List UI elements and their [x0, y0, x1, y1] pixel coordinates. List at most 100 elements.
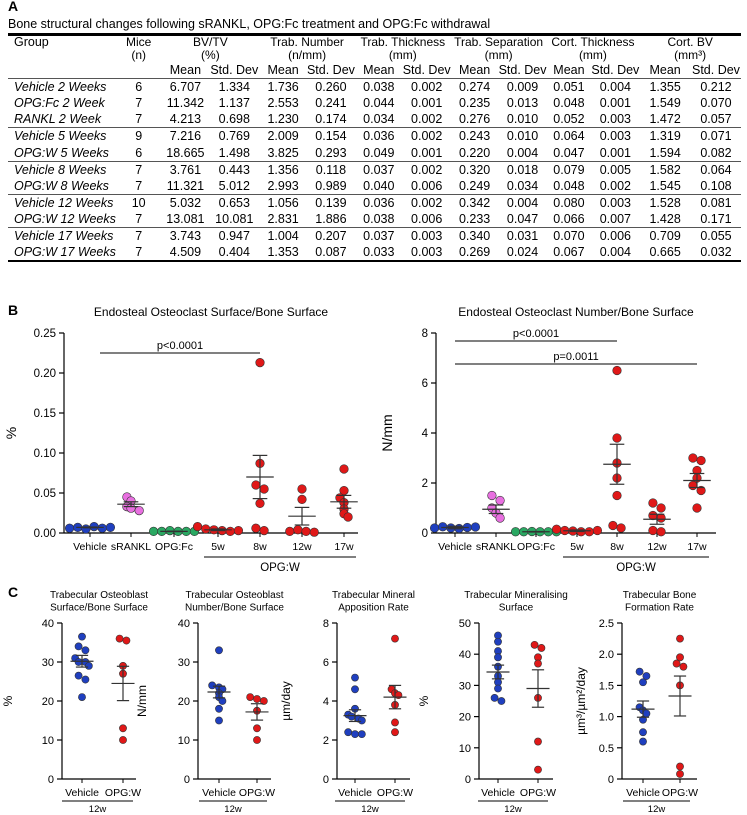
data-point [534, 765, 542, 774]
table-cell: 3.825 [267, 145, 299, 160]
data-point [192, 521, 203, 532]
y-tick-label: 0.20 [34, 368, 56, 380]
table-cell: 0.024 [498, 244, 547, 263]
y-tick-label: 6 [422, 378, 428, 390]
table-cell-group: RANKL 2 Week [14, 112, 102, 127]
data-point [105, 522, 116, 533]
x-tick-label: OPG:W [239, 787, 275, 799]
y-tick-label: 0.25 [34, 328, 56, 340]
data-point [692, 503, 702, 513]
data-point [612, 433, 622, 443]
table-cell: 0.040 [363, 178, 395, 193]
table-cell: 3.743 [161, 226, 210, 245]
x-tick-label: OPG:Fc [155, 541, 193, 553]
y-tick-label: 0.10 [34, 448, 56, 460]
table-cell: 0.003 [402, 226, 451, 245]
data-point [119, 724, 127, 733]
table-cell: 0.006 [411, 211, 443, 226]
y-tick-label: 20 [459, 712, 471, 724]
data-point [551, 524, 562, 534]
chart-title: Endosteal Osteoclast Number/Bone Surface [458, 305, 694, 319]
table-row: OPG:W 17 Weeks 7 4.509 0.404 1.353 0.087 0.033… [8, 244, 741, 263]
table-cell: 11.342 [166, 96, 205, 111]
table-cell: 10.081 [215, 211, 254, 226]
table-subheader-row: Mean Std. Dev Mean Std. Dev Mean Std. Dev M… [8, 62, 741, 79]
x-tick-label: 12w [292, 541, 312, 553]
table-cell: 0.002 [402, 193, 451, 211]
y-axis-label: % [1, 695, 15, 706]
chart-title: Formation Rate [625, 603, 694, 614]
x-tick-label: 8w [253, 541, 267, 553]
y-tick-label: 40 [178, 618, 190, 630]
group-label: 12w [89, 804, 107, 815]
data-point [672, 659, 681, 668]
table-cell: 0.057 [700, 112, 732, 127]
x-tick-label: Vehicle [65, 787, 99, 799]
data-point [115, 634, 124, 643]
y-tick-label: 0 [48, 774, 54, 786]
table-cell: 0.340 [450, 226, 499, 245]
group-label: 12w [648, 804, 666, 815]
data-point [148, 526, 159, 537]
y-tick-label: 0 [465, 774, 471, 786]
header-group: Group [8, 33, 116, 62]
table-cell: 1.428 [649, 211, 681, 226]
data-point [78, 632, 86, 641]
table-cell: 0.260 [306, 78, 355, 96]
data-point [251, 480, 261, 490]
table-cell-group: OPG:Fc 2 Week [14, 96, 105, 111]
data-point [253, 736, 261, 744]
group-label: OPG:W [616, 562, 656, 574]
data-point [656, 527, 666, 537]
data-point [255, 498, 265, 509]
data-point [215, 646, 223, 655]
sub-sd: Std. Dev [591, 63, 640, 78]
chart-title: Trabecular Osteoblast [50, 590, 148, 601]
data-point [246, 693, 255, 701]
y-tick-label: 30 [178, 657, 190, 669]
data-point [351, 730, 359, 739]
table-cell: 0.044 [363, 96, 395, 111]
data-point [343, 512, 353, 522]
data-point [309, 527, 319, 537]
y-axis-label: N/mm [135, 685, 149, 717]
table-cell: 0.001 [411, 96, 443, 111]
table-cell: 0.243 [450, 127, 499, 145]
table-cell-group: Vehicle 8 Weeks [8, 160, 116, 178]
data-point [391, 728, 399, 737]
data-point [495, 495, 505, 506]
x-tick-label: 5w [570, 541, 584, 553]
header-cort-bv: Cort. BV (mm³) [639, 33, 741, 62]
y-tick-label: 6 [323, 657, 329, 669]
data-point [494, 684, 502, 693]
table-cell: 0.080 [546, 193, 592, 211]
data-point [215, 716, 223, 725]
table-cell: 1.545 [649, 178, 681, 193]
chart-title: Trabecular Bone [623, 590, 697, 601]
data-point [616, 523, 626, 533]
data-point [391, 718, 399, 727]
y-axis-label: µm/day [279, 681, 293, 721]
y-tick-label: 4 [323, 696, 329, 708]
sub-sd: Std. Dev [402, 63, 451, 78]
table-cell: 0.947 [209, 226, 260, 245]
table-cell-group: OPG:W 5 Weeks [14, 145, 109, 160]
table-cell-n: 7 [135, 96, 143, 111]
table-cell: 0.233 [458, 211, 491, 226]
table-cell: 1.886 [315, 211, 347, 226]
data-point [225, 526, 235, 537]
table-cell: 0.032 [690, 244, 741, 263]
x-tick-label: OPG:W [662, 787, 698, 799]
table-cell: 4.213 [169, 112, 202, 127]
table-cell-group: Vehicle 5 Weeks [8, 127, 116, 145]
data-point [253, 724, 261, 733]
data-point [510, 527, 521, 537]
data-point [351, 685, 359, 694]
y-tick-label: 0.5 [599, 743, 614, 755]
table-cell: 0.066 [553, 211, 585, 226]
data-point [530, 640, 539, 649]
group-label: OPG:W [260, 562, 300, 574]
sub-sd: Std. Dev [306, 63, 355, 78]
table-cell: 1.594 [649, 145, 681, 160]
table-cell: 0.709 [639, 226, 691, 245]
